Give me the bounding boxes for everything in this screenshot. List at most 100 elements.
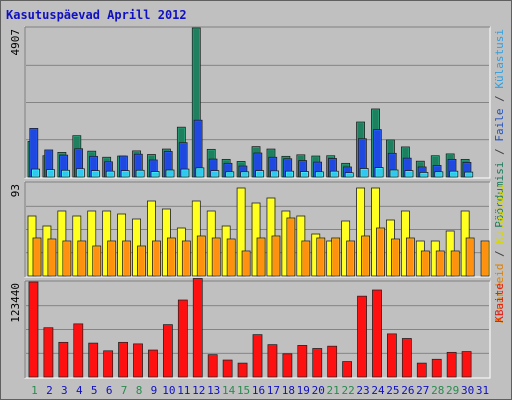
x-tick-label: 25 bbox=[386, 384, 399, 397]
bar-külastusi-day-8 bbox=[135, 169, 145, 178]
chart-title: Kasutuspäevad Aprill 2012 bbox=[6, 8, 187, 22]
bar-aruandeid-day-3 bbox=[62, 240, 72, 277]
legend-entry: / bbox=[493, 89, 506, 109]
bar-külastusi-day-29 bbox=[449, 170, 459, 178]
bar-kbaite-day-25 bbox=[387, 333, 397, 378]
x-axis-labels: 1 2 3 4 5 6 7 8 9 10 11 12 13 14 15 16 17 18 19 20 21 22 23 24 2… bbox=[31, 384, 489, 397]
legend-entry: Aruandeid bbox=[493, 263, 506, 323]
bar-aruandeid-day-20 bbox=[316, 237, 326, 277]
x-tick-label: 14 bbox=[222, 384, 236, 397]
x-tick-label: 24 bbox=[371, 384, 385, 397]
y-max-label: 4907 bbox=[9, 29, 22, 56]
legend-entry: Külastusi bbox=[493, 184, 506, 244]
x-tick-label: 6 bbox=[106, 384, 113, 397]
x-tick-label: 4 bbox=[76, 384, 83, 397]
bar-aruandeid-day-27 bbox=[420, 250, 430, 277]
bar-kbaite-day-14 bbox=[222, 359, 233, 378]
bar-aruandeid-day-12 bbox=[196, 235, 206, 277]
bar-kbaite-day-20 bbox=[312, 348, 323, 378]
bar-külastusi-day-6 bbox=[105, 170, 115, 178]
bar-külastusi-day-18 bbox=[285, 170, 294, 178]
bar-kbaite-day-19 bbox=[297, 345, 308, 378]
bar-külastusi-day-13 bbox=[210, 170, 220, 178]
bar-kbaite-day-7 bbox=[118, 341, 128, 378]
panel-middle: 93 Aruandeid / Külastusi bbox=[9, 181, 506, 323]
legend-entry: KBaite bbox=[493, 283, 506, 323]
bar-külastusi-day-10 bbox=[165, 169, 175, 178]
bar-kbaite-day-27 bbox=[416, 362, 427, 378]
legend-entry: Külastusi bbox=[493, 29, 506, 89]
bar-aruandeid-day-2 bbox=[47, 238, 57, 277]
bar-kbaite-day-16 bbox=[252, 334, 263, 378]
x-tick-label: 15 bbox=[237, 384, 250, 397]
bar-aruandeid-day-28 bbox=[435, 250, 445, 277]
bar-kbaite-day-17 bbox=[267, 344, 278, 378]
x-tick-label: 19 bbox=[297, 384, 310, 397]
bar-kbaite-day-2 bbox=[43, 327, 54, 378]
x-tick-label: 3 bbox=[61, 384, 68, 397]
bar-aruandeid-day-5 bbox=[92, 245, 102, 277]
bar-külastusi-day-3 bbox=[61, 169, 70, 178]
bar-külastusi-day-22 bbox=[344, 172, 354, 178]
bar-külastusi-day-28 bbox=[434, 171, 444, 178]
bar-aruandeid-day-17 bbox=[271, 235, 281, 277]
legend-top: Pöördumisi / Faile / Külastusi bbox=[493, 29, 506, 228]
bar-aruandeid-day-23 bbox=[361, 235, 370, 277]
bar-aruandeid-day-16 bbox=[256, 237, 266, 277]
bar-kbaite-day-1 bbox=[28, 281, 39, 378]
bar-külastusi-day-12 bbox=[195, 167, 205, 178]
chart-panels: 4907 Pöördumisi / Faile / Külastusi 93 Arua… bbox=[9, 26, 506, 379]
bar-aruandeid-day-19 bbox=[301, 240, 311, 277]
bar-külastusi-day-25 bbox=[389, 169, 399, 178]
bar-aruandeid-day-15 bbox=[241, 250, 251, 277]
bar-külastusi-day-2 bbox=[46, 169, 55, 178]
bar-külastusi-day-30 bbox=[464, 171, 474, 178]
x-tick-label: 20 bbox=[312, 384, 325, 397]
bar-külastusi-day-4 bbox=[76, 168, 85, 178]
panel-bottom: 123440 KBaite bbox=[9, 278, 506, 379]
bar-kbaite-day-28 bbox=[431, 358, 442, 378]
bar-aruandeid-day-30 bbox=[465, 237, 475, 277]
bar-aruandeid-day-31 bbox=[480, 240, 490, 277]
bar-aruandeid-day-13 bbox=[211, 237, 221, 277]
legend-entry: Pöördumisi bbox=[493, 161, 506, 227]
bar-külastusi-day-15 bbox=[236, 187, 246, 277]
bar-aruandeid-day-1 bbox=[32, 237, 42, 277]
bar-külastusi-day-27 bbox=[419, 172, 429, 178]
x-tick-label: 16 bbox=[252, 384, 265, 397]
bar-aruandeid-day-9 bbox=[152, 240, 161, 277]
bar-kbaite-day-11 bbox=[177, 299, 188, 378]
bar-külastusi-day-17 bbox=[270, 170, 279, 178]
bar-külastusi-day-15 bbox=[240, 171, 250, 178]
bar-kbaite-day-26 bbox=[401, 338, 412, 378]
x-tick-label: 8 bbox=[136, 384, 143, 397]
bar-aruandeid-day-8 bbox=[137, 245, 146, 277]
bar-aruandeid-day-7 bbox=[122, 240, 132, 277]
x-tick-label: 26 bbox=[401, 384, 414, 397]
bar-külastusi-day-21 bbox=[329, 170, 339, 178]
bar-külastusi-day-20 bbox=[314, 171, 324, 178]
bar-kbaite-day-12 bbox=[192, 278, 203, 378]
x-tick-label: 23 bbox=[356, 384, 369, 397]
x-tick-label: 27 bbox=[416, 384, 429, 397]
bar-aruandeid-day-18 bbox=[286, 217, 296, 277]
bar-aruandeid-day-11 bbox=[181, 240, 191, 277]
x-tick-label: 13 bbox=[207, 384, 220, 397]
bar-aruandeid-day-24 bbox=[376, 227, 385, 277]
bar-külastusi-day-7 bbox=[120, 170, 130, 178]
y-max-label: 93 bbox=[9, 184, 22, 197]
bar-külastusi-day-23 bbox=[356, 187, 365, 277]
bar-aruandeid-day-25 bbox=[391, 238, 400, 277]
x-tick-label: 21 bbox=[327, 384, 340, 397]
legend-entry: / bbox=[493, 142, 506, 162]
x-tick-label: 30 bbox=[461, 384, 474, 397]
bar-aruandeid-day-6 bbox=[107, 240, 117, 277]
x-tick-label: 28 bbox=[431, 384, 444, 397]
bar-aruandeid-day-10 bbox=[167, 237, 176, 277]
bar-külastusi-day-19 bbox=[300, 171, 309, 178]
bar-aruandeid-day-21 bbox=[331, 237, 341, 277]
bar-külastusi-day-9 bbox=[147, 200, 156, 277]
bar-külastusi-day-1 bbox=[31, 168, 41, 178]
